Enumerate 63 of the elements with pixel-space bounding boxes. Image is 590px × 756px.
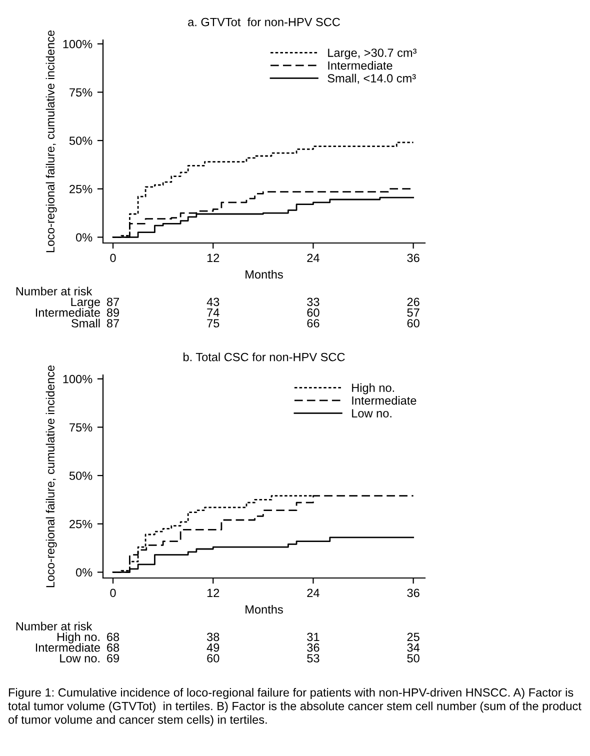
text: 68 [107,632,120,642]
y-axis-title: Loco-regional failure, cumulative incidence [46,365,57,588]
text: Number at risk [16,286,92,296]
text: 74 [207,308,220,317]
chart-title: a. GTVTot for non-HPV SCC [188,18,340,26]
text: 31 [307,632,320,642]
chart-title: b. Total CSC for non-HPV SCC [184,352,345,362]
x-tick-label: 24 [307,254,320,262]
text: 34 [407,643,420,652]
legend-label: Intermediate [328,61,392,70]
text: 57 [407,308,420,317]
text: 68 [107,643,120,652]
legend-label: Intermediate [352,396,416,405]
text: 60 [207,654,220,662]
y-axis-title: Loco-regional failure, cumulative incidence [46,30,57,252]
text: Low no. [60,654,100,662]
x-tick-label: 0 [110,588,116,598]
text: 43 [206,298,220,306]
text: 36 [307,643,320,652]
text: 49 [206,643,220,652]
caption: Figure 1: Cumulative incidence of loco-regional failure for patients with non-HPV-driven HNSCC. A) Factor is total tumor volume (GTVTot) in tertiles. B) Factor is the absolute cancer stem cell number (sum of the product of tumor volume and cancer stem cells) in tertiles. [8,688,582,726]
text: 50 [407,654,420,662]
text: Large [71,298,100,308]
x-tick-label: 36 [407,254,420,262]
legend-label: High no. [352,383,394,394]
x-tick-label: 12 [207,254,220,262]
text: 89 [106,308,120,317]
text: 26 [407,298,420,306]
text: Intermediate [36,643,100,652]
y-tick-label: 75% [70,88,92,97]
text: 60 [407,319,420,328]
text: 87 [106,319,119,328]
text: 33 [307,298,320,306]
text: 75 [207,319,220,328]
x-tick-label: 0 [110,254,116,262]
text: 69 [107,654,120,662]
y-tick-label: 100% [63,374,92,384]
y-tick-label: 0% [76,233,92,242]
text: 38 [207,632,220,642]
legend-label: Large, >30.7 cm³ [328,48,417,60]
y-tick-label: 75% [70,423,92,432]
text: Number at risk [16,622,92,630]
x-tick-label: 12 [207,588,220,597]
legend-label: Small, <14.0 cm³ [328,74,416,84]
y-tick-label: 25% [70,520,92,528]
x-tick-label: 24 [307,588,320,597]
text: Intermediate [36,308,100,317]
x-axis-title: Months [246,270,283,279]
text: High no. [58,632,100,644]
text: 66 [307,319,320,328]
y-tick-label: 25% [70,184,92,194]
legend-label: Low no. [352,409,392,418]
y-tick-label: 50% [69,472,92,480]
y-tick-label: 0% [76,568,92,577]
y-tick-label: 50% [69,136,92,145]
text: 25 [407,632,420,642]
text: 87 [106,298,119,306]
text: Small [72,318,100,328]
y-tick-label: 100% [63,40,92,48]
text: 60 [307,308,320,317]
x-tick-label: 36 [407,588,420,598]
text: 53 [307,654,320,662]
x-axis-title: Months [246,604,283,614]
